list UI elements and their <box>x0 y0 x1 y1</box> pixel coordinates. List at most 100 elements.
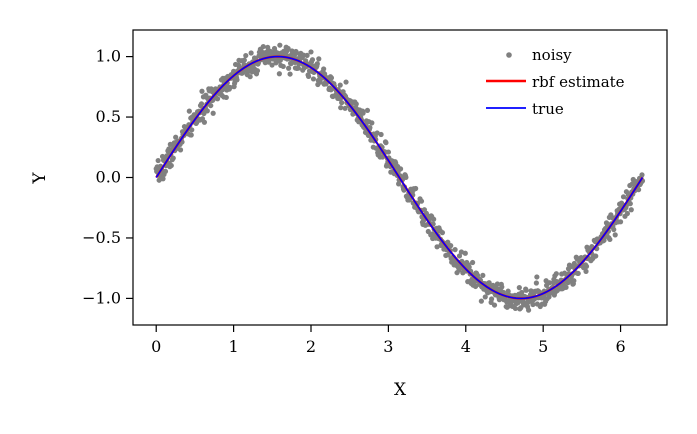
legend-true-label: true <box>532 100 564 118</box>
noisy-point <box>611 226 617 233</box>
y-tick-label: 0.0 <box>96 168 121 187</box>
noisy-point <box>243 52 249 59</box>
noisy-point <box>314 61 320 67</box>
noisy-point <box>516 285 522 291</box>
noisy-point <box>198 101 205 107</box>
noisy-point <box>208 102 214 109</box>
x-tick-label: 4 <box>461 337 471 356</box>
noisy-point <box>639 172 645 178</box>
noisy-point <box>575 270 581 277</box>
noisy-point <box>628 207 634 213</box>
noisy-point <box>201 119 208 125</box>
noisy-point <box>234 77 240 83</box>
noisy-point <box>456 253 463 259</box>
noisy-point <box>546 280 553 286</box>
noisy-point <box>265 44 271 50</box>
noisy-point <box>199 88 205 94</box>
noisy-point <box>227 84 233 91</box>
noisy-point <box>170 155 176 161</box>
noisy-point <box>563 284 569 290</box>
noisy-point <box>231 68 237 74</box>
noisy-point <box>223 94 229 101</box>
noisy-point <box>295 65 301 71</box>
noisy-point <box>364 107 371 114</box>
noisy-point <box>607 236 613 243</box>
noisy-point <box>189 127 195 133</box>
noisy-point <box>470 259 476 266</box>
x-tick-label: 3 <box>383 337 393 356</box>
noisy-point <box>308 49 314 55</box>
noisy-point <box>385 149 391 155</box>
noisy-point <box>462 250 468 256</box>
noisy-point <box>627 201 633 207</box>
y-tick-label: −0.5 <box>82 228 121 247</box>
noisy-point <box>321 66 327 72</box>
noisy-point <box>317 79 323 85</box>
noisy-point <box>546 294 552 300</box>
x-tick-label: 5 <box>538 337 548 356</box>
noisy-point <box>276 71 282 77</box>
noisy-point <box>210 110 216 116</box>
noisy-point <box>482 294 488 300</box>
y-tick-label: −1.0 <box>82 288 121 307</box>
noisy-point <box>635 187 642 193</box>
noisy-point <box>583 263 590 269</box>
noisy-point <box>553 271 559 277</box>
noisy-point <box>338 105 344 111</box>
legend: noisy rbf estimate true <box>486 46 625 118</box>
noisy-point <box>310 76 317 82</box>
x-tick-label: 2 <box>306 337 316 356</box>
noisy-point <box>304 52 310 59</box>
noisy-point <box>162 168 169 174</box>
noisy-point <box>624 210 630 217</box>
noisy-point <box>186 108 192 114</box>
legend-noisy-label: noisy <box>532 46 572 64</box>
noisy-point <box>397 166 404 172</box>
noisy-point <box>214 96 221 102</box>
noisy-point <box>612 232 618 238</box>
noisy-point <box>567 278 573 284</box>
noisy-point <box>287 71 293 77</box>
noisy-point <box>383 140 389 146</box>
true-line <box>155 55 644 300</box>
noisy-point <box>478 298 484 304</box>
noisy-point <box>434 244 440 250</box>
noisy-point <box>617 219 624 225</box>
noisy-point <box>568 263 574 270</box>
noisy-point <box>571 278 577 284</box>
noisy-point <box>499 284 505 290</box>
noisy-point <box>452 247 458 253</box>
noisy-point <box>343 79 349 85</box>
noisy-point <box>309 57 316 63</box>
legend-rbf-label: rbf estimate <box>532 73 625 91</box>
noisy-point <box>494 281 501 287</box>
noisy-point <box>403 174 409 180</box>
noisy-point <box>571 260 577 267</box>
noisy-point <box>523 287 529 293</box>
noisy-point <box>439 230 446 236</box>
noisy-point <box>491 302 498 308</box>
noisy-point <box>305 73 312 80</box>
noisy-point <box>396 181 402 187</box>
y-tick-label: 0.5 <box>96 107 121 126</box>
noisy-point <box>593 253 599 259</box>
noisy-point <box>248 50 254 56</box>
noisy-point <box>269 62 275 68</box>
noisy-point <box>533 280 539 286</box>
noisy-point <box>204 108 210 114</box>
y-axis-ticks: −1.0 −0.5 0.0 0.5 1.0 <box>82 47 133 307</box>
noisy-point <box>168 162 174 169</box>
x-tick-label: 1 <box>229 337 239 356</box>
noisy-point <box>277 42 283 48</box>
noisy-point <box>374 130 380 136</box>
noisy-point <box>328 75 335 81</box>
noisy-point <box>512 305 519 312</box>
noisy-point <box>353 101 359 107</box>
noisy-point <box>369 120 375 126</box>
noisy-point <box>480 272 486 278</box>
noisy-point <box>177 147 184 153</box>
noisy-point <box>466 264 472 270</box>
